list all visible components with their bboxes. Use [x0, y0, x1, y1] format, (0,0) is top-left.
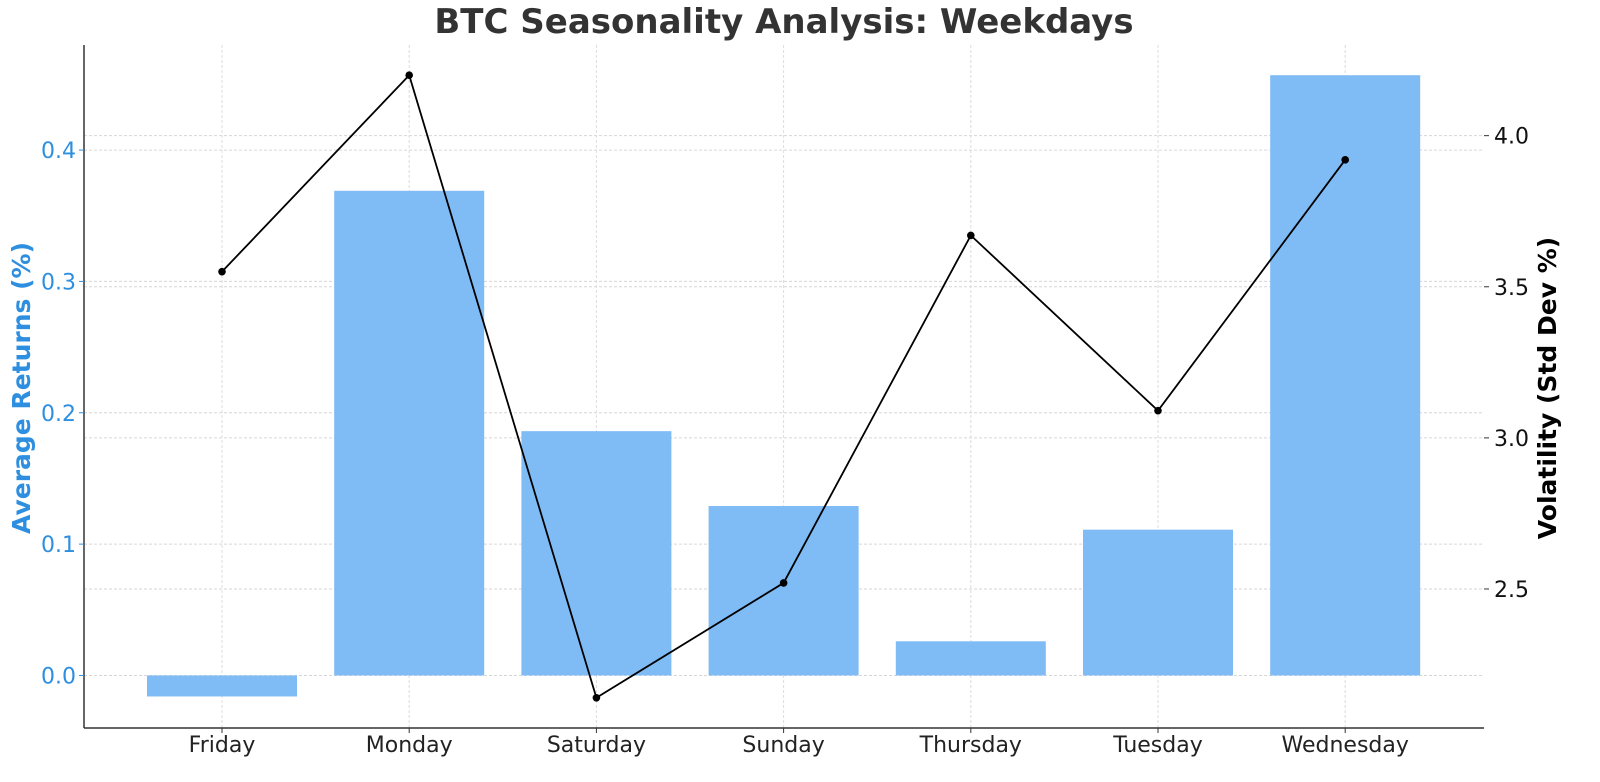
svg-text:0.2: 0.2 [41, 402, 76, 427]
svg-text:3.0: 3.0 [1494, 427, 1529, 452]
point-friday [218, 267, 226, 276]
chart-title: BTC Seasonality Analysis: Weekdays [434, 2, 1134, 42]
svg-text:4.0: 4.0 [1494, 125, 1529, 150]
point-saturday [592, 693, 601, 702]
svg-text:Thursday: Thursday [919, 733, 1022, 758]
point-thursday [967, 231, 975, 240]
bar-sunday [708, 506, 859, 676]
bar-monday [334, 190, 485, 676]
svg-text:3.5: 3.5 [1494, 276, 1529, 301]
svg-text:0.3: 0.3 [41, 270, 76, 295]
y-axis-left-ticks: 0.0 0.1 0.2 0.3 0.4 [41, 139, 84, 689]
svg-text:Monday: Monday [366, 733, 453, 758]
svg-text:0.4: 0.4 [41, 139, 76, 164]
svg-text:Saturday: Saturday [547, 733, 646, 758]
svg-text:Tuesday: Tuesday [1112, 733, 1203, 758]
bar-tuesday [1083, 529, 1233, 676]
point-tuesday [1154, 406, 1162, 415]
line-volatility [218, 71, 1349, 702]
bar-thursday [895, 641, 1046, 676]
svg-text:2.5: 2.5 [1494, 578, 1529, 603]
svg-text:Friday: Friday [189, 733, 256, 758]
svg-text:Wednesday: Wednesday [1282, 733, 1409, 758]
svg-text:Sunday: Sunday [742, 733, 824, 758]
bar-saturday [521, 431, 672, 676]
bar-wednesday [1270, 75, 1421, 676]
point-wednesday [1341, 156, 1349, 164]
svg-text:0.0: 0.0 [41, 664, 76, 689]
y-axis-left-label: Average Returns (%) [7, 242, 36, 534]
bar-friday [147, 675, 297, 697]
x-axis-ticks: Friday Monday Saturday Sunday Thursday Tuesda… [189, 728, 1409, 758]
svg-text:0.1: 0.1 [41, 533, 76, 558]
point-sunday [779, 579, 788, 587]
y-axis-right-ticks: 2.5 3.0 3.5 4.0 [1484, 125, 1529, 603]
y-axis-right-label: Volatility (Std Dev %) [1533, 237, 1562, 539]
point-monday [405, 71, 414, 80]
bars-returns [147, 75, 1421, 697]
